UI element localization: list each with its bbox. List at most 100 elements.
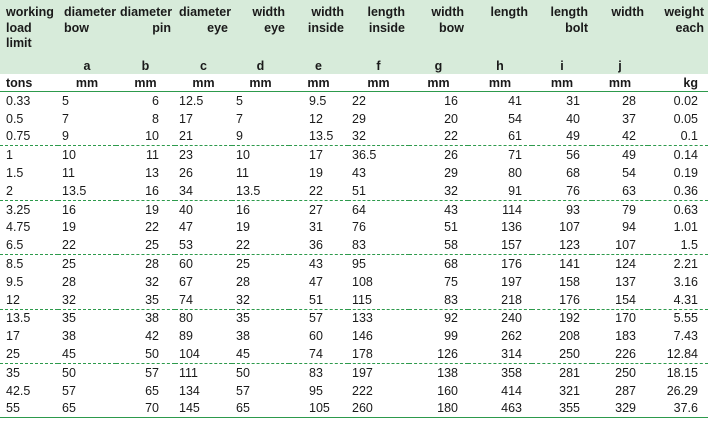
table-cell: 28 (62, 274, 76, 289)
table-cell: 126 (409, 345, 468, 364)
table-cell: 2.21 (673, 257, 698, 272)
table-cell: 250 (615, 365, 636, 380)
col-unit: mm (58, 74, 116, 92)
table-cell: 197 (501, 274, 522, 289)
table-cell: 38 (145, 311, 159, 326)
table-cell: 65 (58, 399, 116, 419)
table-cell: 7 (236, 111, 243, 126)
table-cell: 57 (145, 365, 159, 380)
table-cell: 7 (62, 111, 69, 126)
table-cell: 51 (444, 220, 458, 235)
table-cell: 115 (348, 290, 409, 310)
table-cell: 45 (58, 345, 116, 364)
table-cell: 9.5 (309, 93, 327, 108)
table-cell: 9 (232, 127, 289, 147)
header-row-letters: a b c d e f g h i j (0, 57, 708, 74)
table-cell: 10 (236, 148, 250, 163)
table-row: 0.33 5 6 12.5 5 9.5 22 16 41 31 28 0.02 (0, 92, 708, 110)
table-cell: 414 (501, 383, 522, 398)
table-cell: 463 (468, 399, 532, 419)
col-header-working-load-limit: working load limit (0, 0, 58, 57)
table-cell: 42 (145, 329, 159, 344)
table-cell: 192 (559, 311, 580, 326)
table-cell: 19 (145, 202, 159, 217)
table-cell: 250 (532, 345, 592, 364)
table-cell: 43 (309, 257, 323, 272)
col-letter: b (116, 57, 175, 74)
table-cell: 25 (116, 236, 175, 256)
table-row: 4.75 19 22 47 19 31 76 51 136 107 94 1.01 (0, 219, 708, 237)
table-cell: 8 (152, 111, 159, 126)
table-cell: 13.5 (232, 181, 289, 201)
table-cell: 5.55 (673, 311, 698, 326)
col-header-length: length (468, 0, 532, 57)
table-cell: 26 (444, 148, 458, 163)
table-cell: 25 (236, 257, 250, 272)
table-cell: 89 (179, 329, 193, 344)
col-header-length-inside: length inside (348, 0, 409, 57)
table-cell: 55 (0, 399, 58, 419)
table-cell: 222 (352, 383, 373, 398)
table-cell: 25 (62, 257, 76, 272)
table-row: 0.5 7 8 17 7 12 29 20 54 40 37 0.05 (0, 110, 708, 128)
table-cell: 321 (559, 383, 580, 398)
table-cell: 137 (615, 274, 636, 289)
col-unit: mm (348, 74, 409, 92)
table-cell: 26 (179, 166, 193, 181)
table-cell: 45 (232, 345, 289, 364)
col-letter: i (532, 57, 592, 74)
table-cell: 36 (289, 236, 348, 256)
table-cell: 107 (592, 236, 648, 256)
table-cell: 13.5 (6, 311, 31, 326)
table-cell: 94 (622, 220, 636, 235)
table-cell: 11 (62, 166, 75, 181)
table-cell: 32 (232, 290, 289, 310)
col-unit: mm (532, 74, 592, 92)
table-cell: 0.1 (648, 127, 708, 147)
table-cell: 64 (352, 202, 366, 217)
table-cell: 35 (116, 290, 175, 310)
table-cell: 7.43 (673, 329, 698, 344)
table-cell: 75 (444, 274, 458, 289)
table-cell: 123 (532, 236, 592, 256)
table-cell: 26.29 (666, 383, 698, 398)
header-row-units: tons mm mm mm mm mm mm mm mm mm mm kg (0, 74, 708, 92)
table-cell: 36.5 (352, 148, 377, 163)
table-cell: 60 (309, 329, 323, 344)
table-cell: 0.36 (648, 181, 708, 201)
table-cell: 178 (348, 345, 409, 364)
table-cell: 51 (289, 290, 348, 310)
table-cell: 3.16 (673, 274, 698, 289)
table-cell: 57 (62, 383, 76, 398)
table-cell: 1.5 (6, 166, 24, 181)
col-letter (648, 57, 708, 74)
table-cell: 61 (468, 127, 532, 147)
table-cell: 83 (348, 236, 409, 256)
table-cell: 16 (444, 93, 458, 108)
table-cell: 54 (508, 111, 522, 126)
table-cell: 0.14 (673, 148, 698, 163)
col-header-diameter-eye: diameter eye (175, 0, 232, 57)
table-cell: 6 (152, 93, 159, 108)
table-cell: 23 (179, 148, 193, 163)
table-cell: 79 (622, 202, 636, 217)
table-cell: 18.15 (666, 365, 698, 380)
table-cell: 138 (437, 365, 458, 380)
table-cell: 63 (592, 181, 648, 201)
table-cell: 111 (179, 365, 199, 380)
table-row: 9.5 28 32 67 28 47 108 75 197 158 137 3.16 (0, 273, 708, 291)
table-cell: 80 (508, 166, 522, 181)
table-cell: 50 (236, 365, 250, 380)
table-cell: 329 (592, 399, 648, 419)
table-cell: 12 (309, 111, 323, 126)
table-cell: 74 (289, 345, 348, 364)
table-cell: 3.25 (6, 202, 31, 217)
table-cell: 17 (179, 111, 193, 126)
table-row: 42.5 57 65 134 57 95 222 160 414 321 287 26.29 (0, 382, 708, 400)
table-cell: 68 (566, 166, 580, 181)
table-cell: 22 (58, 236, 116, 256)
table-cell: 49 (532, 127, 592, 147)
table-cell: 47 (309, 274, 323, 289)
table-row: 3.25 16 19 40 16 27 64 43 114 93 79 0.63 (0, 200, 708, 218)
col-unit: mm (289, 74, 348, 92)
